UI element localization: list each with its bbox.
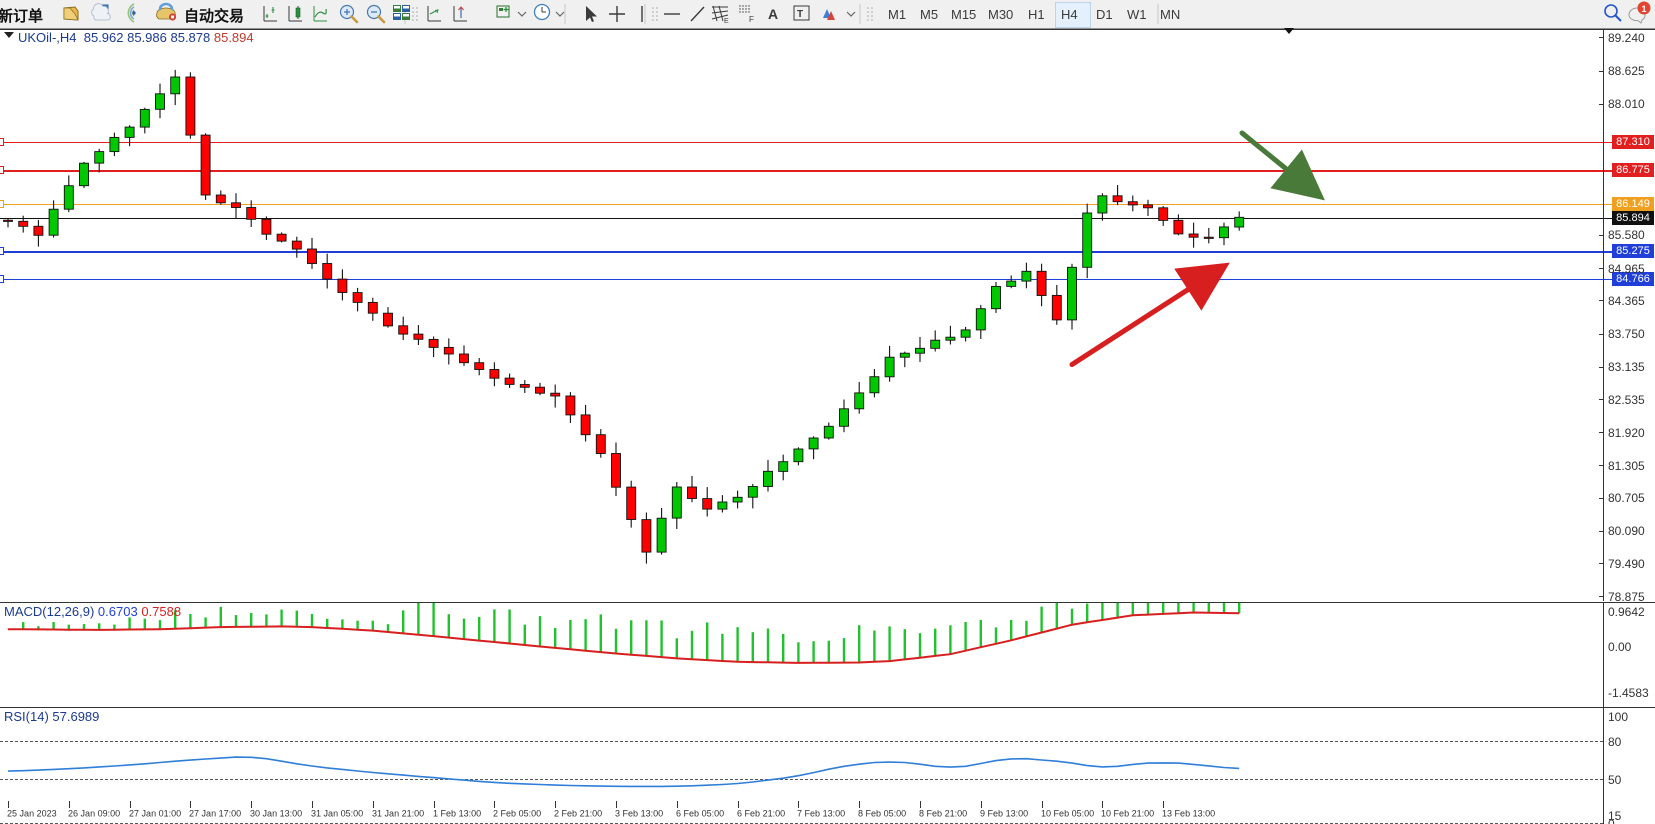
svg-text:E: E (724, 18, 729, 24)
svg-text:F: F (749, 15, 754, 24)
svg-text:T: T (797, 9, 803, 20)
svg-text:1: 1 (1641, 4, 1646, 14)
